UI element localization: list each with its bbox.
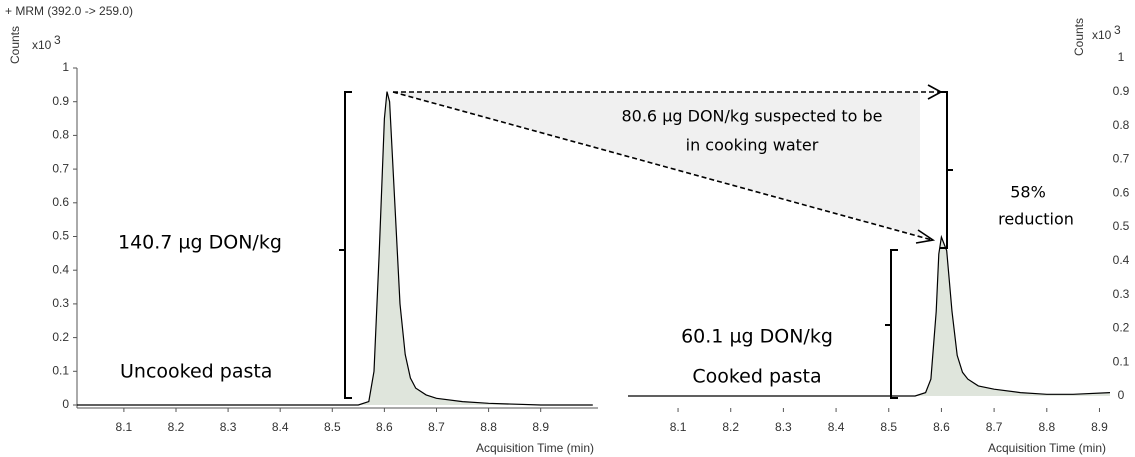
x-tick-label: 8.5	[880, 420, 897, 434]
y-tick-label: 0.7	[52, 161, 69, 175]
y-tick-label: 0.7	[1113, 152, 1130, 166]
y-multiplier: x10	[1092, 28, 1112, 42]
y-tick-label: 0.6	[1113, 185, 1130, 199]
bracket	[940, 91, 953, 249]
y-tick-label: 1	[62, 60, 69, 74]
y-tick-label: 0.4	[1113, 253, 1130, 267]
x-tick-label: 8.5	[324, 420, 341, 434]
y-tick-label: 0.9	[52, 94, 69, 108]
brackets	[339, 91, 953, 399]
annotation: 140.7 µg DON/kg	[118, 232, 282, 254]
y-tick-label: 0.1	[52, 363, 69, 377]
arrow	[392, 91, 933, 241]
x-tick-label: 8.2	[168, 420, 185, 434]
y-tick-label: 0	[62, 397, 69, 411]
y-tick-label: 0.4	[52, 262, 69, 276]
annotation: 60.1 µg DON/kg	[681, 326, 833, 348]
annotation: 80.6 µg DON/kg suspected to be	[621, 107, 882, 126]
line	[628, 234, 1111, 397]
y-tick-label: 0.6	[52, 195, 69, 209]
annotation: in cooking water	[686, 136, 819, 155]
y-axis-label: Counts	[1072, 18, 1086, 56]
annotation: reduction	[998, 210, 1074, 229]
y-multiplier-exp: 3	[54, 33, 61, 47]
y-tick-label: 0.5	[52, 229, 69, 243]
y-multiplier: x10	[32, 38, 52, 52]
x-tick-label: 8.2	[722, 420, 739, 434]
y-tick-label: 0	[1118, 388, 1125, 402]
x-tick-label: 8.6	[376, 420, 393, 434]
header: + MRM (392.0 -> 259.0)	[5, 4, 133, 18]
y-axis-label: Counts	[8, 26, 22, 64]
y-tick-label: 0.1	[1113, 354, 1130, 368]
arrowhead	[927, 84, 943, 100]
x-axis-label: Acquisition Time (min)	[476, 441, 594, 455]
x-tick-label: 8.8	[1038, 420, 1055, 434]
x-tick-label: 8.9	[1091, 420, 1108, 434]
x-tick-label: 8.7	[428, 420, 445, 434]
y-tick-label: 1	[1118, 50, 1125, 64]
y-tick-label: 0.8	[52, 128, 69, 142]
y-tick-label: 0.5	[1113, 219, 1130, 233]
arrowhead	[915, 229, 936, 244]
x-tick-label: 8.9	[532, 420, 549, 434]
y-tick-label: 0.8	[1113, 118, 1130, 132]
x-tick-label: 8.3	[220, 420, 237, 434]
line	[77, 91, 593, 406]
x-tick-label: 8.7	[986, 420, 1003, 434]
x-tick-label: 8.4	[272, 420, 289, 434]
annotation: Uncooked pasta	[120, 361, 272, 383]
x-tick-label: 8.6	[933, 420, 950, 434]
x-axis-label: Acquisition Time (min)	[988, 441, 1106, 455]
y-tick-label: 0.2	[1113, 321, 1130, 335]
x-tick-label: 8.8	[480, 420, 497, 434]
bracket	[339, 91, 352, 399]
y-multiplier-exp: 3	[1114, 23, 1121, 37]
plots: Counts x10 300.10.20.30.40.50.60.70.80.918…	[8, 18, 1129, 455]
annotation: 58%	[1010, 183, 1046, 202]
y-tick-label: 0.2	[52, 330, 69, 344]
x-tick-label: 8.4	[828, 420, 845, 434]
arrowheads	[915, 84, 943, 244]
x-tick-label: 8.1	[670, 420, 687, 434]
y-tick-label: 0.9	[1113, 84, 1130, 98]
y-tick-label: 0.3	[52, 296, 69, 310]
x-tick-label: 8.1	[116, 420, 133, 434]
arrows	[392, 91, 940, 241]
annotation: Cooked pasta	[692, 366, 821, 388]
x-tick-label: 8.3	[775, 420, 792, 434]
y-tick-label: 0.3	[1113, 287, 1130, 301]
bracket	[885, 249, 898, 399]
